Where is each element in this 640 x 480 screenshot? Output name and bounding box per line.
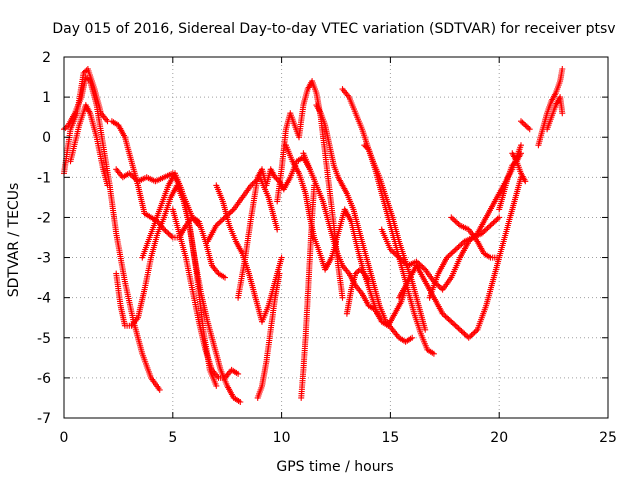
- series-track-26: [509, 150, 529, 185]
- series-track-28: [535, 66, 566, 149]
- plus-markers: [139, 170, 244, 405]
- series-track-23: [426, 214, 503, 301]
- x-tick-label: 15: [381, 430, 399, 446]
- y-tick-label: -2: [37, 210, 51, 226]
- plus-markers: [535, 66, 566, 149]
- series-track-3: [67, 102, 111, 189]
- plus-markers: [448, 214, 500, 261]
- y-tick-label: 1: [42, 90, 51, 106]
- chart-title: Day 015 of 2016, Sidereal Day-to-day VTE…: [52, 21, 615, 37]
- series-track-5: [113, 182, 220, 389]
- series-track-17: [313, 102, 416, 345]
- plus-markers: [67, 102, 111, 189]
- y-tick-label: -5: [37, 331, 51, 347]
- series-track-22: [396, 174, 524, 341]
- series-track-15: [298, 182, 318, 401]
- series-track-12: [254, 270, 283, 401]
- series-track-29: [544, 94, 566, 133]
- x-tick-label: 5: [168, 430, 177, 446]
- series-track-7: [139, 170, 244, 405]
- plus-markers: [313, 102, 416, 345]
- series-track-8: [169, 206, 242, 381]
- plus-markers: [518, 118, 533, 133]
- plus-markers: [544, 94, 566, 133]
- x-tick-label: 0: [60, 430, 69, 446]
- data-marks: [61, 66, 566, 405]
- plus-markers: [343, 266, 372, 317]
- plus-markers: [169, 206, 242, 381]
- y-tick-label: -3: [37, 251, 51, 267]
- y-tick-label: 0: [42, 130, 51, 146]
- axis-ticks: [63, 56, 609, 419]
- series-track-24: [448, 214, 500, 261]
- plot-frame: [63, 56, 609, 419]
- plus-markers: [396, 174, 524, 341]
- plus-markers: [509, 150, 529, 185]
- series-track-19: [343, 266, 372, 317]
- plus-markers: [113, 182, 220, 389]
- y-tick-label: -4: [37, 291, 51, 307]
- y-tick-label: -1: [37, 170, 51, 186]
- x-tick-label: 20: [490, 430, 508, 446]
- plus-markers: [254, 270, 283, 401]
- x-axis-title: GPS time / hours: [276, 459, 393, 475]
- y-axis-title: SDTVAR / TECUs: [6, 183, 22, 298]
- x-tick-label: 25: [599, 430, 617, 446]
- y-tick-label: -6: [37, 371, 51, 387]
- series-track-27: [518, 118, 533, 133]
- plus-markers: [426, 214, 503, 301]
- plus-markers: [298, 182, 318, 401]
- y-tick-label: 2: [42, 50, 51, 66]
- x-tick-label: 10: [273, 430, 291, 446]
- y-tick-label: -7: [37, 411, 51, 427]
